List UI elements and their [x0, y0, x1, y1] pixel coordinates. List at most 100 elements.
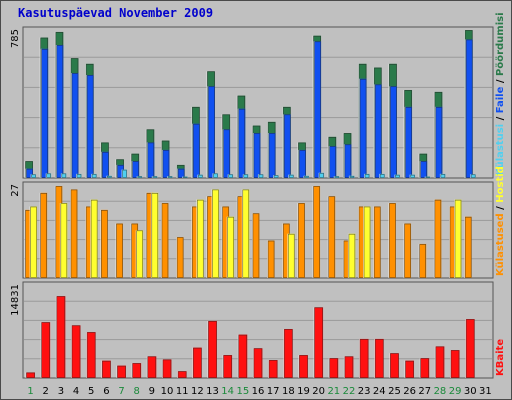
bar-kbytes-day-19 [298, 355, 308, 378]
bar-files-day-6-fill [106, 175, 112, 178]
bar-files-day-22-edge [349, 175, 355, 178]
bar-kbytes-day-26-fill [405, 360, 415, 378]
bar-visits-day-13-fill [206, 196, 214, 278]
bar-hits-day-21-edge [329, 146, 337, 178]
bar-hits-day-7-fill [116, 164, 124, 178]
bar-hits-day-5 [86, 75, 94, 178]
bar-files-day-12-edge [197, 174, 203, 178]
legend-middle: Külastused / Hostid [495, 166, 506, 276]
bar-hits-day-27-edge [420, 161, 427, 178]
bar-kbytes-day-26 [404, 360, 415, 378]
y-max-label-1: 785 [10, 29, 21, 48]
bar-files-day-20-edge [319, 172, 324, 178]
bar-kbytes-day-1 [25, 372, 35, 378]
bar-hits-day-5-fill [86, 75, 94, 178]
bar-files-day-3-edge [61, 173, 67, 178]
bar-kbytes-day-21 [328, 358, 339, 378]
bar-files-day-26 [409, 174, 416, 178]
bar-files-day-17-fill [273, 175, 279, 178]
bar-hits-day-21 [328, 146, 337, 178]
bar-sites-day-3-edge [60, 203, 68, 278]
bar-hits-day-8 [131, 161, 140, 178]
bar-sites-day-15 [241, 189, 250, 278]
bar-visits-day-6 [100, 209, 108, 278]
bar-visits-day-22-fill [343, 240, 351, 278]
day-label-25: 25 [388, 386, 401, 397]
bar-kbytes-day-30-fill [465, 319, 475, 378]
bar-kbytes-day-9 [146, 356, 157, 378]
bar-sites-day-12-edge [196, 199, 204, 278]
bar-files-day-24 [379, 173, 385, 178]
bar-files-day-20-fill [319, 172, 325, 178]
bar-files-day-19 [303, 175, 309, 178]
bar-hits-day-23 [359, 78, 367, 178]
bar-files-day-6 [106, 175, 112, 178]
bar-hits-day-27 [419, 161, 428, 178]
legend-bottom-part-0: KBaite [495, 339, 506, 376]
bar-files-day-7 [121, 169, 127, 178]
bar-files-day-27 [424, 176, 431, 178]
bar-visits-day-18-fill [282, 223, 290, 278]
bar-kbytes-day-25-fill [389, 353, 399, 378]
bar-files-day-15-edge [243, 174, 249, 178]
bar-sites-day-9-fill [151, 192, 159, 278]
bar-hits-day-15 [237, 108, 246, 178]
day-label-1: 1 [27, 386, 33, 397]
legend-middle-part-2: Hostid [495, 166, 506, 203]
bar-kbytes-day-8-edge [132, 363, 141, 378]
bar-files-day-30-fill [470, 174, 476, 178]
bar-kbytes-day-26-edge [405, 360, 414, 378]
bar-hits-day-12-fill [192, 123, 200, 178]
bar-hits-day-28-fill [435, 106, 443, 178]
bar-hits-day-5-edge [86, 75, 94, 178]
bar-files-day-17-edge [273, 175, 279, 178]
bar-kbytes-day-16-fill [253, 348, 263, 378]
bar-visits-day-23-fill [358, 206, 366, 278]
bar-hits-day-13-fill [207, 86, 215, 178]
bar-files-day-23-fill [364, 173, 370, 178]
bar-sites-day-22-edge [348, 233, 356, 278]
day-label-17: 17 [267, 386, 280, 397]
bar-hits-day-26 [404, 106, 413, 178]
bar-visits-day-25-edge [389, 203, 396, 278]
bar-kbytes-day-13-fill [207, 320, 217, 378]
bar-files-day-26-fill [410, 174, 416, 178]
bar-kbytes-day-2-edge [41, 322, 50, 378]
bar-sites-day-23-fill [363, 206, 371, 278]
bar-visits-day-24-edge [373, 206, 381, 278]
bar-files-day-25 [394, 174, 400, 178]
bar-sites-day-15-edge [242, 189, 250, 278]
bar-visits-day-14-fill [222, 206, 230, 278]
bar-hits-day-19-edge [299, 150, 306, 178]
bar-hits-day-2-edge [41, 48, 48, 178]
bar-kbytes-day-19-edge [299, 355, 308, 378]
bar-files-day-22 [348, 175, 355, 178]
bar-hits-day-22-edge [344, 144, 352, 178]
day-label-12: 12 [191, 386, 204, 397]
bar-hits-day-4 [70, 73, 79, 178]
bar-sites-day-14-fill [227, 216, 235, 278]
bar-kbytes-day-12-edge [192, 347, 202, 378]
bar-hits-day-18 [283, 114, 291, 178]
day-label-31: 31 [479, 386, 492, 397]
bar-files-day-19-fill [303, 175, 309, 178]
bar-sites-day-5 [90, 199, 98, 278]
bar-files-day-7-edge [122, 169, 127, 178]
bar-kbytes-day-5-fill [86, 332, 96, 378]
legend-top: Külastusi / Faile / Pöördumisi [495, 12, 506, 176]
bar-hits-day-22-fill [344, 144, 352, 178]
bar-visits-day-19-fill [297, 203, 305, 278]
bar-files-day-17 [273, 175, 279, 178]
bar-visits-day-10-edge [161, 203, 169, 278]
bar-files-day-24-edge [379, 174, 385, 178]
day-label-11: 11 [176, 386, 189, 397]
bar-kbytes-day-11 [177, 371, 187, 378]
bar-sites-day-9 [150, 192, 159, 278]
bar-visits-day-7-fill [115, 223, 123, 278]
bar-hits-day-25-fill [389, 86, 397, 178]
bar-hits-day-27-fill [420, 161, 428, 178]
bar-hits-day-26-edge [405, 107, 412, 178]
bar-hits-day-8-edge [132, 161, 139, 178]
bar-visits-day-21-edge [328, 196, 336, 278]
bar-files-day-9 [151, 176, 158, 178]
